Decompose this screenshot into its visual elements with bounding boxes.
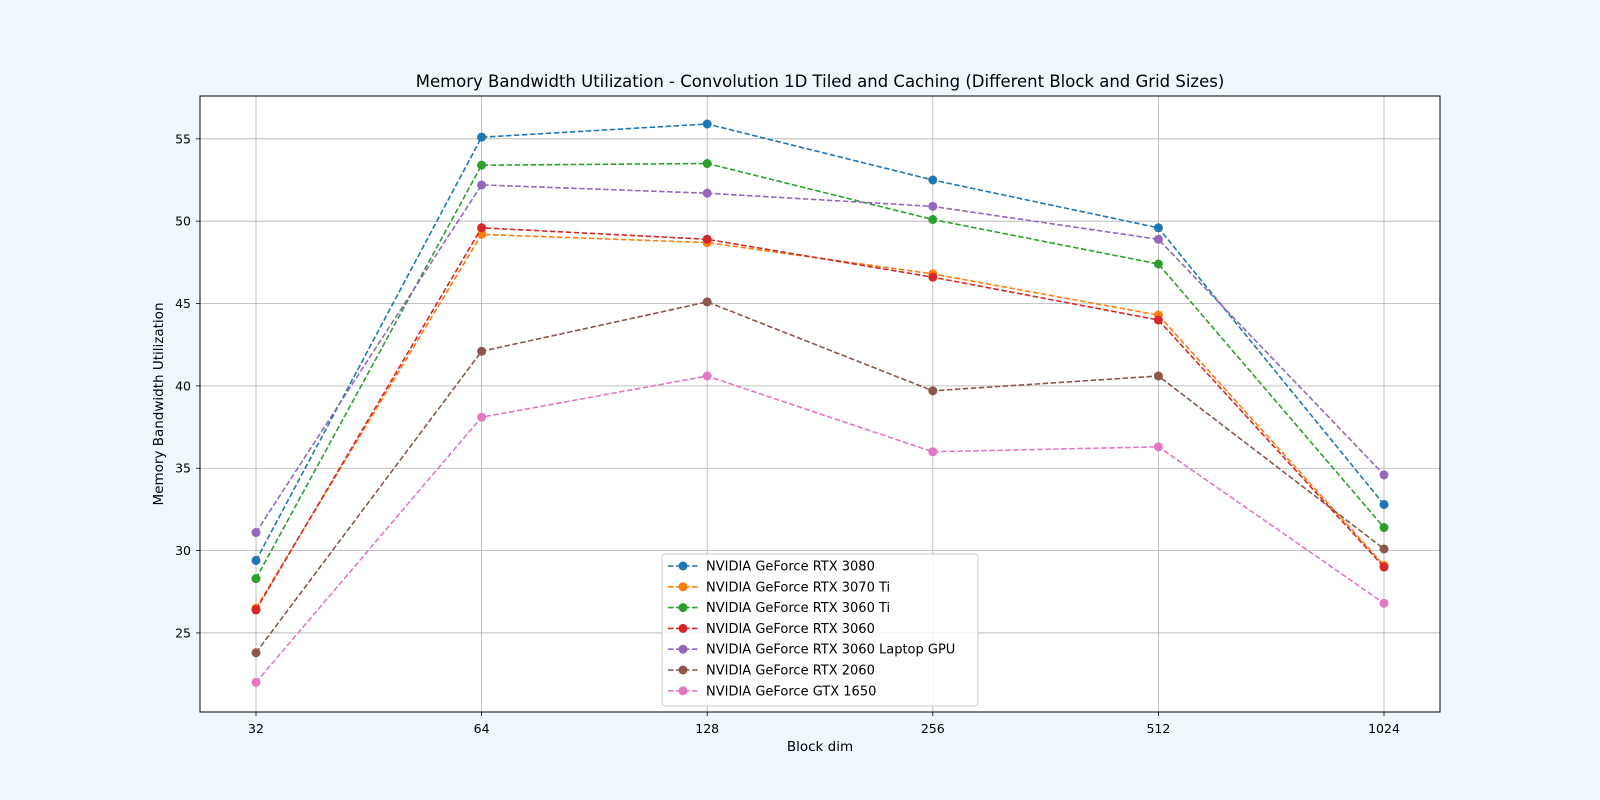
x-tick-label: 32: [248, 721, 264, 736]
data-point: [928, 215, 938, 225]
data-point: [928, 175, 938, 185]
legend-box: [661, 553, 979, 707]
data-point: [1379, 470, 1389, 480]
legend-label: NVIDIA GeForce RTX 3060 Ti: [706, 601, 890, 616]
data-point: [251, 648, 261, 658]
legend-item: NVIDIA GeForce RTX 3060 Laptop GPU: [668, 643, 955, 658]
series-7: [251, 371, 1389, 687]
plot-frame: [199, 95, 1441, 713]
legend-item: NVIDIA GeForce GTX 1650: [668, 684, 876, 699]
data-point: [928, 447, 938, 457]
legend-label: NVIDIA GeForce RTX 3070 Ti: [706, 580, 890, 595]
data-point: [702, 119, 712, 129]
series-5: [251, 180, 1389, 537]
y-tick-label: 30: [175, 543, 191, 558]
legend-label: NVIDIA GeForce RTX 3060 Laptop GPU: [706, 643, 955, 658]
legend-marker: [678, 603, 688, 613]
legend-item: NVIDIA GeForce RTX 3060: [668, 622, 875, 637]
x-axis-label: Block dim: [787, 739, 853, 755]
series-3: [251, 159, 1389, 584]
data-point: [1379, 544, 1389, 554]
legend-marker: [678, 665, 688, 675]
data-point: [251, 555, 261, 565]
data-point: [928, 272, 938, 282]
series-line: [255, 184, 1385, 533]
series-line: [255, 123, 1385, 561]
data-point: [1379, 523, 1389, 533]
series-6: [251, 297, 1389, 658]
y-tick-label: 55: [175, 131, 191, 146]
x-tick-label: 512: [1146, 721, 1170, 736]
data-point: [702, 371, 712, 381]
y-tick-label: 40: [175, 378, 191, 393]
x-tick-label: 64: [474, 721, 490, 736]
y-axis-label: Memory Bandwidth Utilization: [151, 302, 167, 505]
series-line: [255, 375, 1385, 683]
data-point: [477, 346, 487, 356]
data-point: [1153, 223, 1163, 233]
x-tick-label: 256: [921, 721, 945, 736]
legend-marker: [678, 623, 688, 633]
data-point: [702, 297, 712, 307]
legend-item: NVIDIA GeForce RTX 3060 Ti: [668, 601, 890, 616]
data-point: [702, 188, 712, 198]
legend-label: NVIDIA GeForce RTX 2060: [706, 664, 875, 679]
legend-item: NVIDIA GeForce RTX 2060: [668, 664, 875, 679]
legend-item: NVIDIA GeForce RTX 3080: [668, 560, 875, 575]
data-point: [1379, 562, 1389, 572]
series-4: [251, 223, 1389, 615]
data-point: [1379, 499, 1389, 509]
legend: NVIDIA GeForce RTX 3080 NVIDIA GeForce RT…: [661, 553, 979, 707]
data-point: [1379, 598, 1389, 608]
legend-label: NVIDIA GeForce RTX 3080: [706, 560, 875, 575]
data-point: [477, 229, 487, 239]
data-point: [702, 159, 712, 169]
data-point: [1153, 315, 1163, 325]
legend-marker: [678, 644, 688, 654]
y-tick-label: 45: [175, 296, 191, 311]
data-point: [251, 574, 261, 584]
data-point: [477, 223, 487, 233]
data-point: [251, 677, 261, 687]
series-line: [255, 226, 1385, 611]
series-line: [255, 162, 1385, 579]
x-tick-label: 128: [695, 721, 719, 736]
legend-marker: [678, 686, 688, 696]
chart-title: Memory Bandwidth Utilization - Convoluti…: [416, 72, 1225, 91]
data-point: [251, 605, 261, 615]
data-point: [702, 234, 712, 244]
legend-marker: [678, 561, 688, 571]
legend-label: NVIDIA GeForce GTX 1650: [706, 684, 876, 699]
series-line: [255, 301, 1385, 654]
data-point: [477, 132, 487, 142]
data-point: [928, 201, 938, 211]
x-tick-label: 1024: [1368, 721, 1400, 736]
legend-item: NVIDIA GeForce RTX 3070 Ti: [668, 580, 890, 595]
legend-label: NVIDIA GeForce RTX 3060: [706, 622, 875, 637]
data-point: [477, 412, 487, 422]
data-point: [1153, 259, 1163, 269]
data-point: [1153, 234, 1163, 244]
y-tick-label: 35: [175, 461, 191, 476]
data-point: [1153, 371, 1163, 381]
data-point: [928, 386, 938, 396]
series-1: [251, 119, 1389, 565]
data-point: [251, 527, 261, 537]
data-point: [477, 160, 487, 170]
data-point: [1153, 442, 1163, 452]
series-lines: [251, 119, 1389, 687]
legend-marker: [678, 582, 688, 592]
axis-ticks: 32 64 128 256 512 1024 25 30 35 40 45 50 55: [175, 131, 1400, 736]
y-tick-label: 25: [175, 625, 191, 640]
y-tick-label: 50: [175, 214, 191, 229]
data-point: [477, 180, 487, 190]
